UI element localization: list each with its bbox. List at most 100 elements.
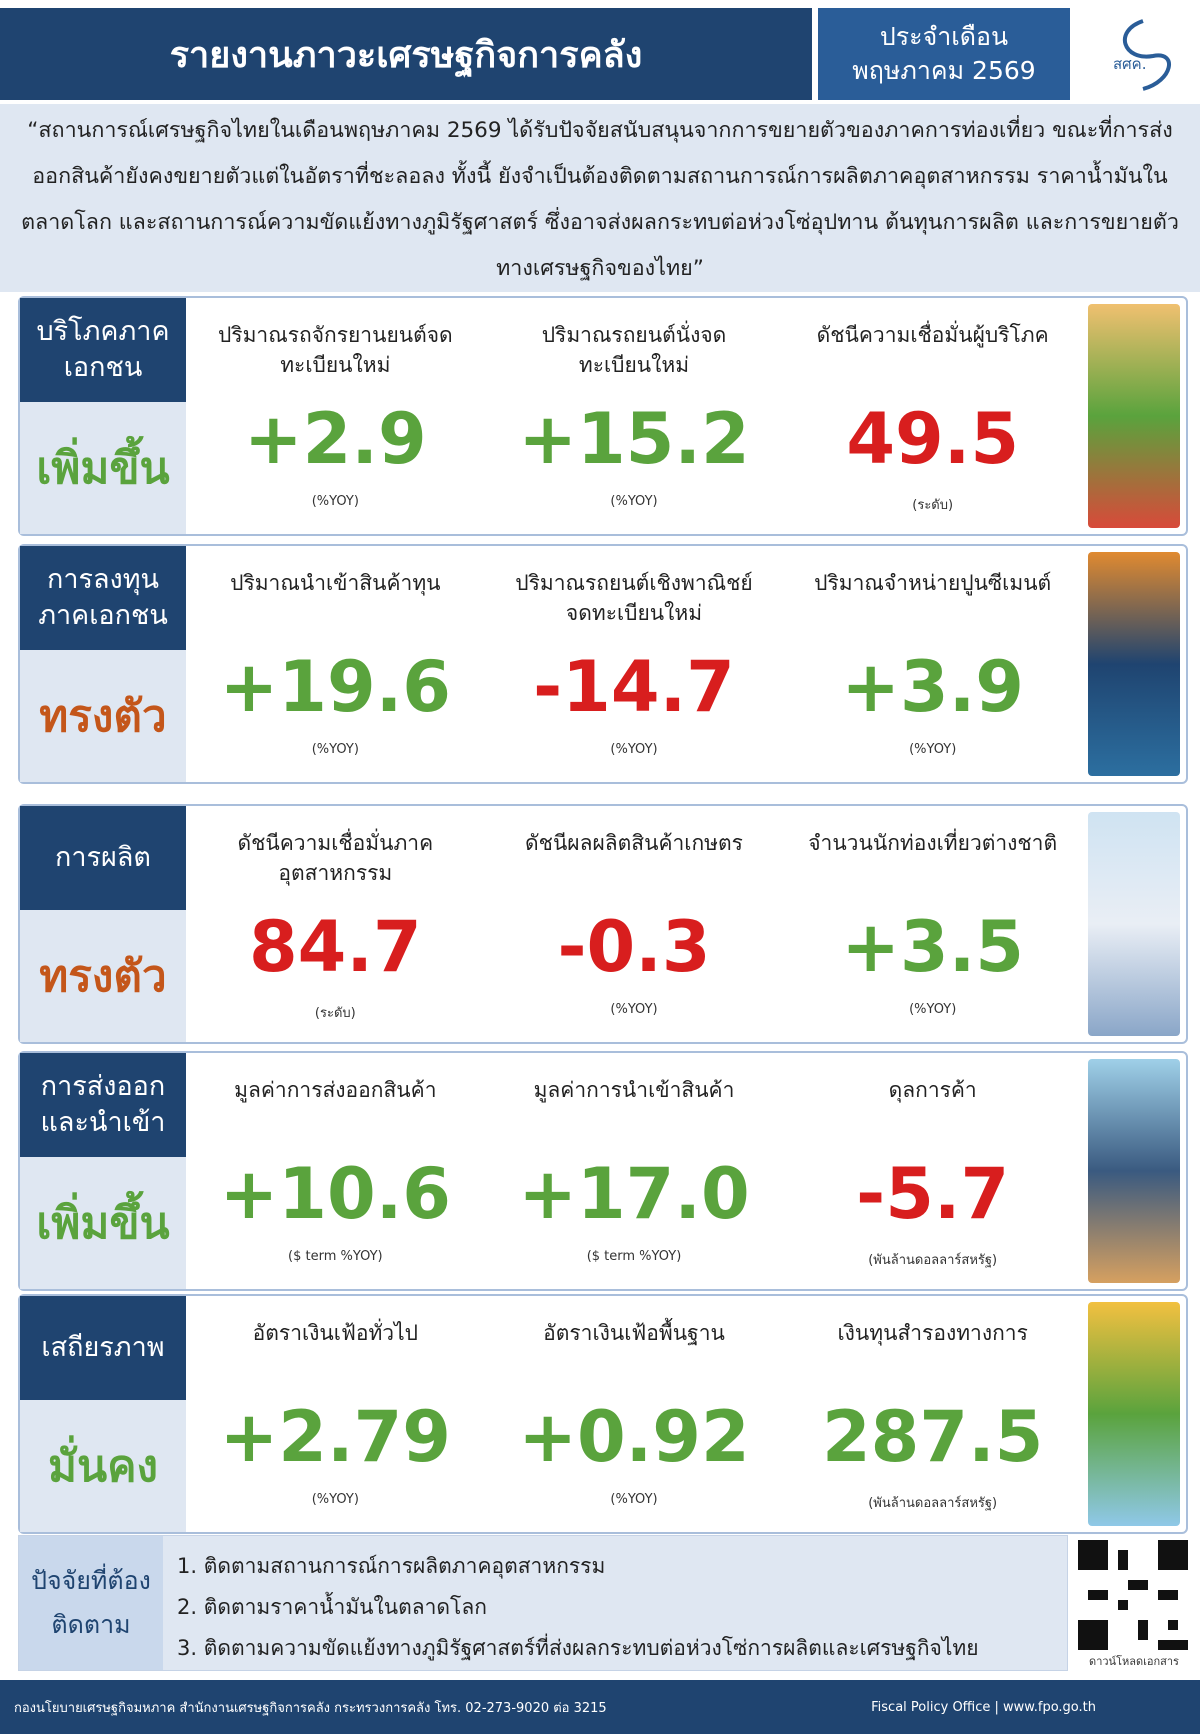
indicator-value: +3.5 xyxy=(841,906,1024,988)
logo-mark: สศค. xyxy=(1113,19,1171,91)
indicator-unit: (%YOY) xyxy=(909,742,957,757)
indicators: มูลค่าการส่งออกสินค้า +10.6 ($ term %YOY) ม… xyxy=(186,1053,1082,1289)
watch-item: 1. ติดตามสถานการณ์การผลิตภาคอุตสาหกรรม xyxy=(177,1554,606,1578)
indicator-label: ปริมาณจำหน่ายปูนซีเมนต์ xyxy=(814,571,1052,595)
indicator: อัตราเงินเฟ้อทั่วไป +2.79 (%YOY) xyxy=(186,1296,485,1532)
indicator-value: +2.9 xyxy=(244,398,427,480)
indicator: ดุลการค้า -5.7 (พันล้านดอลลาร์สหรัฐ) xyxy=(783,1053,1082,1289)
section-name: เสถียรภาพ xyxy=(20,1296,186,1400)
indicator: จำนวนนักท่องเที่ยวต่างชาติ +3.5 (%YOY) xyxy=(783,806,1082,1042)
indicator-unit: (%YOY) xyxy=(311,1492,359,1507)
section-status: มั่นคง xyxy=(20,1400,186,1532)
indicator-unit: (%YOY) xyxy=(311,494,359,509)
indicator-label: อัตราเงินเฟ้อพื้นฐาน xyxy=(543,1321,725,1345)
section-label: บริโภคภาคเอกชน เพิ่มขึ้น xyxy=(20,298,186,534)
indicators: ดัชนีความเชื่อมั่นภาคอุตสาหกรรม 84.7 (ระดั… xyxy=(186,806,1082,1042)
section-label: การส่งออกและนำเข้า เพิ่มขึ้น xyxy=(20,1053,186,1289)
indicator-unit: (%YOY) xyxy=(610,1492,658,1507)
indicator: อัตราเงินเฟ้อพื้นฐาน +0.92 (%YOY) xyxy=(485,1296,784,1532)
footer-site: Fiscal Policy Office | www.fpo.go.th xyxy=(871,1699,1096,1715)
indicator-value: +17.0 xyxy=(518,1153,750,1235)
period-label: ประจำเดือน xyxy=(879,22,1009,51)
section-label: การลงทุนภาคเอกชน ทรงตัว xyxy=(20,546,186,782)
indicator-unit: (%YOY) xyxy=(909,1002,957,1017)
section-name: การลงทุนภาคเอกชน xyxy=(20,546,186,650)
indicator-unit: (%YOY) xyxy=(311,742,359,757)
section-label: เสถียรภาพ มั่นคง xyxy=(20,1296,186,1532)
watch-box: ปัจจัยที่ต้องติดตาม 1. ติดตามสถานการณ์กา… xyxy=(18,1535,1068,1671)
indicator-unit: (ระดับ) xyxy=(912,498,954,513)
section-name: บริโภคภาคเอกชน xyxy=(20,298,186,402)
indicator: มูลค่าการนำเข้าสินค้า +17.0 ($ term %YOY) xyxy=(485,1053,784,1289)
indicator: ปริมาณนำเข้าสินค้าทุน +19.6 (%YOY) xyxy=(186,546,485,782)
indicator-label: ปริมาณรถจักรยานยนต์จดทะเบียนใหม่ xyxy=(217,323,453,377)
section-name: การผลิต xyxy=(20,806,186,910)
logo-text: สศค. xyxy=(1113,55,1146,73)
indicator-unit: (%YOY) xyxy=(610,494,658,509)
indicator-value: -14.7 xyxy=(533,646,735,728)
footer-office: กองนโยบายเศรษฐกิจมหภาค สำนักงานเศรษฐกิจก… xyxy=(14,1700,607,1716)
indicator-unit: (พันล้านดอลลาร์สหรัฐ) xyxy=(868,1253,998,1268)
indicator-value: 287.5 xyxy=(821,1396,1044,1478)
indicator-label: ปริมาณรถยนต์เชิงพาณิชย์จดทะเบียนใหม่ xyxy=(515,571,753,625)
indicator-label: ดัชนีผลผลิตสินค้าเกษตร xyxy=(525,831,743,855)
indicator-label: ปริมาณรถยนต์นั่งจดทะเบียนใหม่ xyxy=(541,323,727,377)
indicator: มูลค่าการส่งออกสินค้า +10.6 ($ term %YOY) xyxy=(186,1053,485,1289)
watch-item: 3. ติดตามความขัดแย้งทางภูมิรัฐศาสตร์ที่ส… xyxy=(177,1636,979,1660)
report-title: รายงานภาวะเศรษฐกิจการคลัง xyxy=(0,8,812,100)
indicator-value: +10.6 xyxy=(219,1153,452,1235)
indicator-label: จำนวนนักท่องเที่ยวต่างชาติ xyxy=(808,831,1058,855)
qr-code xyxy=(1078,1540,1188,1650)
section: บริโภคภาคเอกชน เพิ่มขึ้น ปริมาณรถจักรยานยน… xyxy=(18,296,1188,536)
period: พฤษภาคม 2569 xyxy=(852,56,1036,85)
indicator-value: -5.7 xyxy=(856,1153,1010,1235)
section: การส่งออกและนำเข้า เพิ่มขึ้น มูลค่าการส่งอ… xyxy=(18,1051,1188,1291)
indicator-label: ดัชนีความเชื่อมั่นผู้บริโภค xyxy=(816,323,1049,347)
illustration xyxy=(1088,812,1180,1036)
summary: “สถานการณ์เศรษฐกิจไทยในเดือนพฤษภาคม 2569… xyxy=(0,104,1200,292)
indicator-label: เงินทุนสำรองทางการ xyxy=(837,1321,1028,1345)
indicator-label: ดุลการค้า xyxy=(888,1078,977,1102)
indicator-unit: ($ term %YOY) xyxy=(586,1249,682,1264)
section-status: ทรงตัว xyxy=(20,910,186,1042)
indicator: ปริมาณจำหน่ายปูนซีเมนต์ +3.9 (%YOY) xyxy=(783,546,1082,782)
indicator-value: 49.5 xyxy=(846,398,1020,480)
period-box: ประจำเดือน พฤษภาคม 2569 xyxy=(818,8,1070,100)
section-status: ทรงตัว xyxy=(20,650,186,782)
indicator-value: +19.6 xyxy=(219,646,452,728)
indicator-unit: ($ term %YOY) xyxy=(288,1249,383,1264)
watch-title: ปัจจัยที่ต้องติดตาม xyxy=(19,1536,163,1670)
indicator-label: ปริมาณนำเข้าสินค้าทุน xyxy=(230,571,441,595)
indicator: ดัชนีความเชื่อมั่นผู้บริโภค 49.5 (ระดับ) xyxy=(783,298,1082,534)
indicator-unit: (ระดับ) xyxy=(314,1006,356,1021)
indicator: ดัชนีผลผลิตสินค้าเกษตร -0.3 (%YOY) xyxy=(485,806,784,1042)
qr-caption: ดาวน์โหลดเอกสาร xyxy=(1089,1655,1179,1668)
illustration xyxy=(1088,552,1180,776)
section-label: การผลิต ทรงตัว xyxy=(20,806,186,1042)
indicator: ดัชนีความเชื่อมั่นภาคอุตสาหกรรม 84.7 (ระดั… xyxy=(186,806,485,1042)
illustration xyxy=(1088,1302,1180,1526)
logo: สศค. xyxy=(1076,8,1200,100)
indicator-label: ดัชนีความเชื่อมั่นภาคอุตสาหกรรม xyxy=(237,831,434,885)
footer: กองนโยบายเศรษฐกิจมหภาค สำนักงานเศรษฐกิจก… xyxy=(0,1680,1200,1734)
illustration xyxy=(1088,1059,1180,1283)
indicator-value: +2.79 xyxy=(219,1396,452,1478)
indicators: อัตราเงินเฟ้อทั่วไป +2.79 (%YOY) อัตราเงินเ… xyxy=(186,1296,1082,1532)
section-status: เพิ่มขึ้น xyxy=(20,402,186,534)
indicator: ปริมาณรถยนต์เชิงพาณิชย์จดทะเบียนใหม่ -14.… xyxy=(485,546,784,782)
indicator-label: มูลค่าการนำเข้าสินค้า xyxy=(533,1078,735,1102)
indicators: ปริมาณนำเข้าสินค้าทุน +19.6 (%YOY) ปริมาณรถ… xyxy=(186,546,1082,782)
section: การลงทุนภาคเอกชน ทรงตัว ปริมาณนำเข้าสินค้า… xyxy=(18,544,1188,784)
section-status: เพิ่มขึ้น xyxy=(20,1157,186,1289)
indicator-unit: (พันล้านดอลลาร์สหรัฐ) xyxy=(868,1496,998,1511)
indicator: เงินทุนสำรองทางการ 287.5 (พันล้านดอลลาร์สห… xyxy=(783,1296,1082,1532)
indicator-value: +0.92 xyxy=(518,1396,750,1478)
indicator-label: อัตราเงินเฟ้อทั่วไป xyxy=(252,1321,418,1345)
indicator-label: มูลค่าการส่งออกสินค้า xyxy=(234,1078,437,1102)
watch-list: 1. ติดตามสถานการณ์การผลิตภาคอุตสาหกรรม 2.… xyxy=(163,1536,1067,1670)
indicators: ปริมาณรถจักรยานยนต์จดทะเบียนใหม่ +2.9 (%YO… xyxy=(186,298,1082,534)
indicator-value: -0.3 xyxy=(557,906,711,988)
section: การผลิต ทรงตัว ดัชนีความเชื่อมั่นภาคอุตสาห… xyxy=(18,804,1188,1044)
indicator: ปริมาณรถจักรยานยนต์จดทะเบียนใหม่ +2.9 (%YO… xyxy=(186,298,485,534)
